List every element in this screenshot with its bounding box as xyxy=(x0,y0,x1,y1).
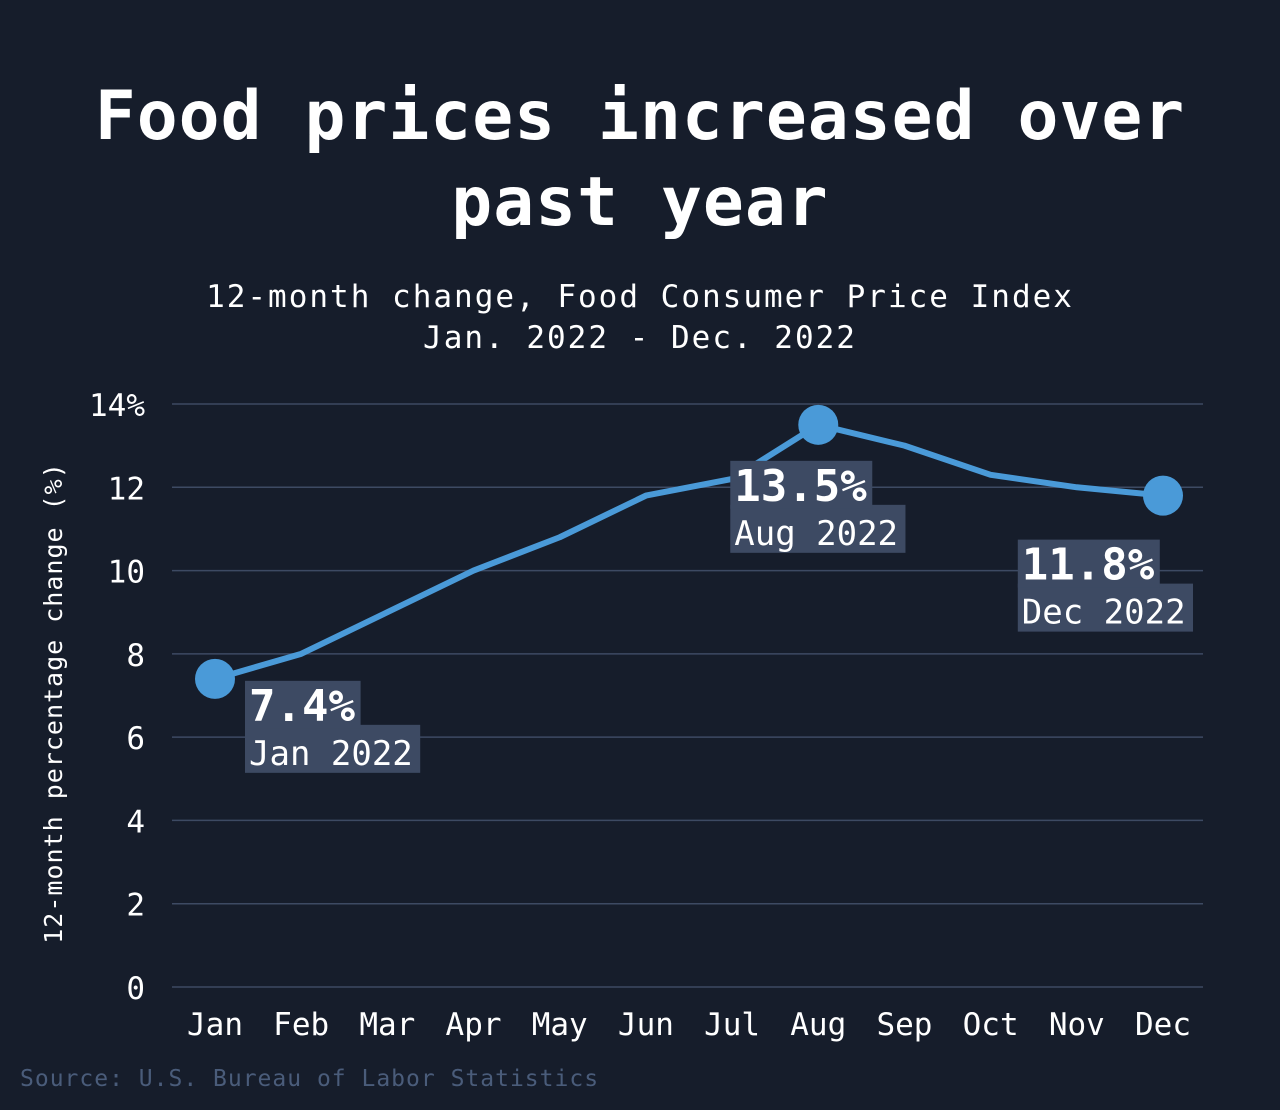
annotation-value: 13.5% xyxy=(734,461,867,512)
x-tick-label: Jul xyxy=(704,1007,760,1043)
y-tick-label: 14% xyxy=(89,388,145,424)
annotation-value-box xyxy=(245,680,361,729)
annotation-value: 7.4% xyxy=(249,681,355,732)
x-tick-label: Jan xyxy=(187,1007,243,1043)
source-note: Source: U.S. Bureau of Labor Statistics xyxy=(20,1066,600,1092)
annotation-label: Dec 2022 xyxy=(1022,593,1186,633)
annotation-value: 11.8% xyxy=(1022,540,1155,591)
subtitle-line-1: 12-month change, Food Consumer Price Ind… xyxy=(206,279,1074,315)
data-point xyxy=(1143,475,1183,516)
data-point xyxy=(195,658,235,699)
series-line xyxy=(212,421,1166,682)
y-tick-label: 10 xyxy=(108,555,145,591)
annotation-label-box xyxy=(730,504,906,553)
annotation-label: Jan 2022 xyxy=(249,734,413,774)
annotation-value-box xyxy=(1017,539,1160,588)
x-tick-label: Jun xyxy=(618,1007,674,1043)
x-tick-label: Nov xyxy=(1049,1007,1105,1043)
annotation-label: Aug 2022 xyxy=(734,514,898,554)
y-tick-label: 6 xyxy=(126,721,145,757)
x-tick-label: Oct xyxy=(963,1007,1019,1043)
y-tick-label: 2 xyxy=(126,888,145,924)
x-tick-label: Mar xyxy=(359,1007,415,1043)
x-tick-label: Apr xyxy=(446,1007,502,1043)
y-tick-label: 8 xyxy=(126,638,145,674)
annotation-label-box xyxy=(245,724,421,773)
x-tick-label: May xyxy=(532,1007,588,1043)
y-axis-label: 12-month percentage change (%) xyxy=(39,462,68,944)
chart-title: Food prices increased over past year xyxy=(94,77,1186,242)
annotation-label-box xyxy=(1017,583,1193,632)
chart-subtitle: 12-month change, Food Consumer Price Ind… xyxy=(0,277,1280,359)
y-tick-label: 4 xyxy=(126,804,145,840)
x-tick-label: Aug xyxy=(790,1007,846,1043)
x-tick-label: Feb xyxy=(273,1007,329,1043)
annotation-value-box xyxy=(730,460,873,509)
data-point xyxy=(798,404,839,445)
subtitle-line-2: Jan. 2022 - Dec. 2022 xyxy=(423,320,857,356)
x-tick-label: Dec xyxy=(1135,1007,1191,1043)
y-tick-label: 0 xyxy=(126,971,145,1007)
y-tick-label: 12 xyxy=(108,471,145,507)
x-tick-label: Sep xyxy=(876,1007,932,1043)
